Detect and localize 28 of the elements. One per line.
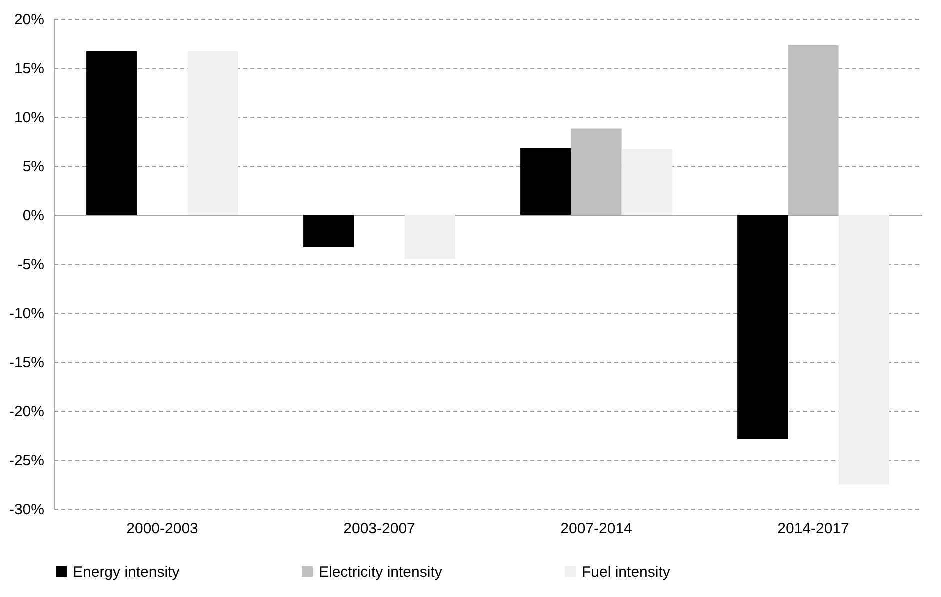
y-tick-label: -15%: [9, 354, 44, 372]
y-tick-label: 20%: [14, 12, 44, 28]
bar: [404, 215, 456, 260]
y-tick-label: -20%: [9, 404, 44, 420]
bar: [520, 148, 572, 215]
bar: [788, 45, 839, 215]
y-tick-label: -30%: [9, 502, 44, 518]
bar: [838, 215, 890, 484]
legend-label: Electricity intensity: [319, 564, 443, 581]
legend-label: Energy intensity: [73, 564, 180, 581]
x-tick-label: 2014-2017: [778, 520, 850, 538]
y-tick-label: -25%: [9, 452, 44, 470]
x-tick-label: 2000-2003: [126, 520, 198, 538]
y-tick-label: -5%: [18, 256, 44, 274]
y-tick-label: 5%: [22, 158, 44, 176]
bar: [738, 215, 788, 440]
x-tick-label: 2007-2014: [560, 520, 632, 538]
legend-label: Fuel intensity: [582, 564, 671, 581]
y-tick-label: 15%: [14, 60, 44, 78]
y-tick-label: -10%: [9, 306, 44, 322]
x-tick-label: 2003-2007: [344, 520, 416, 538]
bar: [86, 51, 138, 215]
bar: [188, 51, 238, 215]
bar: [622, 149, 672, 215]
y-tick-label: 10%: [14, 110, 44, 126]
bar: [571, 128, 622, 215]
y-tick-label: 0%: [22, 208, 44, 224]
bar: [304, 215, 354, 248]
